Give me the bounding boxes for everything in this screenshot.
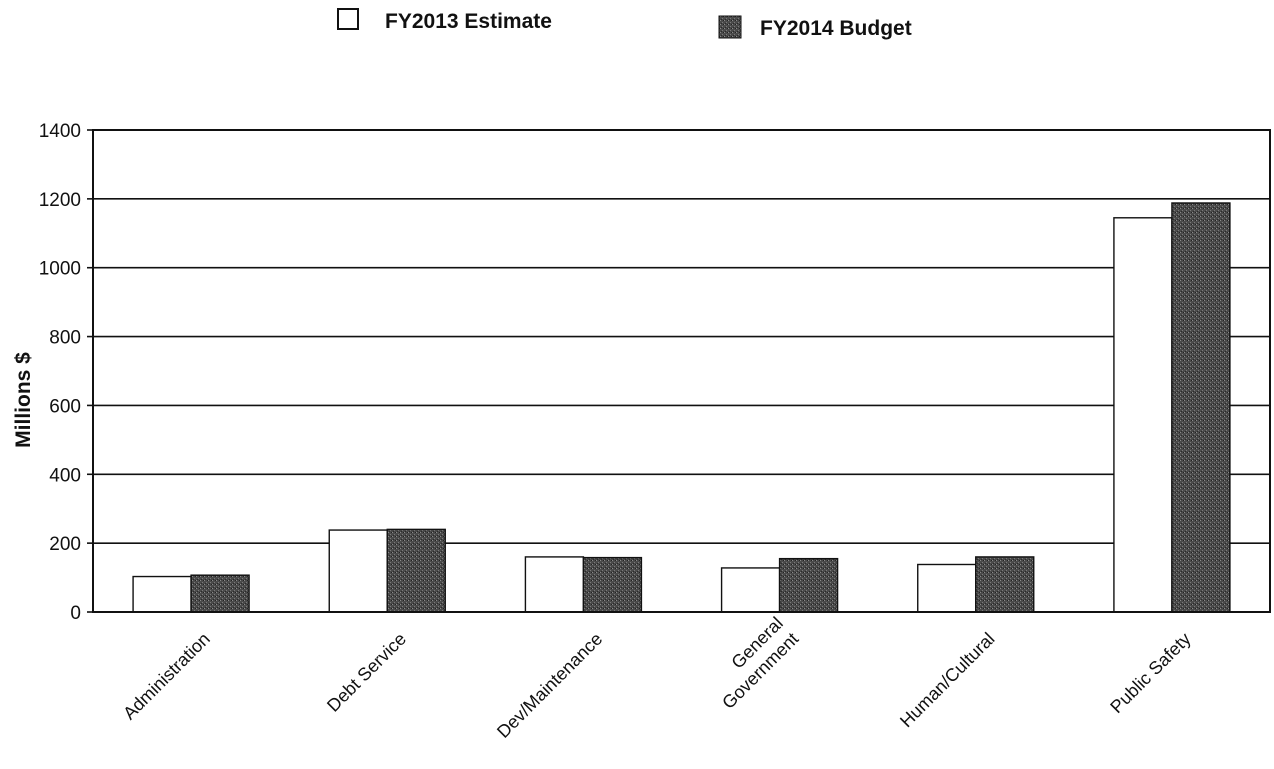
x-category-label-line: Human/Cultural <box>896 629 999 732</box>
y-tick-label: 1000 <box>39 259 81 280</box>
y-tick-label: 800 <box>49 328 81 349</box>
y-tick-label: 0 <box>70 603 81 624</box>
bars <box>132 202 1231 613</box>
bar-fy2013 <box>1113 217 1173 613</box>
x-category-label: Human/Cultural <box>896 629 999 732</box>
x-category-label: Public Safety <box>1106 629 1194 717</box>
bar-fy2013 <box>720 567 781 613</box>
legend-label-fy2013: FY2013 Estimate <box>385 10 552 33</box>
y-tick-label: 1200 <box>39 190 81 211</box>
bar-fy2014 <box>190 574 250 613</box>
y-axis-title: Millions $ <box>12 352 35 448</box>
legend: FY2013 Estimate FY2014 Budget <box>337 8 912 40</box>
y-tick-label: 200 <box>49 534 81 555</box>
plot-frame <box>87 129 1271 613</box>
legend-label-fy2014: FY2014 Budget <box>760 17 912 40</box>
bar-fy2013 <box>917 563 977 613</box>
x-category-label: Debt Service <box>323 629 410 716</box>
y-tick-label: 1400 <box>39 121 81 142</box>
legend-swatch-fy2013 <box>337 8 359 30</box>
bar-fy2013 <box>132 575 192 613</box>
x-category-label-line: Dev/Maintenance <box>493 629 606 742</box>
plot-border <box>92 129 1271 613</box>
bar-fy2014 <box>1171 202 1231 613</box>
x-category-label-line: Administration <box>119 629 214 724</box>
bar-fy2014 <box>386 528 446 613</box>
bar-fy2013 <box>524 556 585 613</box>
bar-fy2014 <box>975 556 1035 613</box>
x-category-label: Administration <box>119 629 214 724</box>
bar-fy2013 <box>328 529 388 613</box>
x-category-label-line: Debt Service <box>323 629 410 716</box>
x-axis-labels: Administration Debt Service Dev/Maintenanc… <box>119 613 1195 742</box>
y-tick-label: 400 <box>49 465 81 486</box>
x-category-label-line: Public Safety <box>1106 629 1194 717</box>
bar-fy2014 <box>778 557 839 613</box>
x-category-label: Dev/Maintenance <box>493 629 606 742</box>
y-axis-ticks: 0 200 400 600 800 1000 1200 1400 <box>39 121 81 624</box>
gridlines <box>93 129 1270 544</box>
y-tick-label: 600 <box>49 396 81 417</box>
legend-swatch-fy2014 <box>718 15 742 39</box>
bar-fy2014 <box>582 556 643 613</box>
